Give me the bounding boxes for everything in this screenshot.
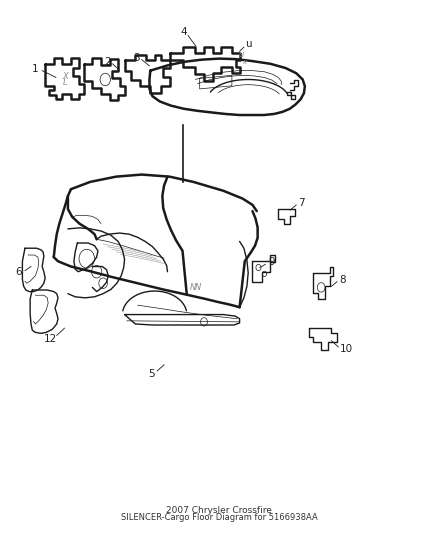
Text: 4: 4 [180,28,187,37]
Text: 2: 2 [104,56,111,67]
Text: 5: 5 [148,369,155,378]
Text: 10: 10 [339,344,353,354]
Text: 2007 Chrysler Crossfire: 2007 Chrysler Crossfire [166,506,272,515]
Text: u: u [245,39,251,49]
Text: 12: 12 [44,334,57,344]
Text: N: N [190,283,196,292]
Text: 8: 8 [339,274,346,285]
Text: 6: 6 [15,266,21,277]
Text: L: L [63,78,67,87]
Text: 1: 1 [32,64,39,74]
Text: x: x [242,59,246,64]
Text: SILENCER-Cargo Floor Diagram for 5166938AA: SILENCER-Cargo Floor Diagram for 5166938… [120,513,318,522]
Text: 9: 9 [268,257,275,268]
Text: 7: 7 [298,198,305,208]
Text: u: u [239,51,244,60]
Text: 3: 3 [133,53,140,62]
Text: X: X [63,72,68,82]
Text: N: N [194,283,201,292]
